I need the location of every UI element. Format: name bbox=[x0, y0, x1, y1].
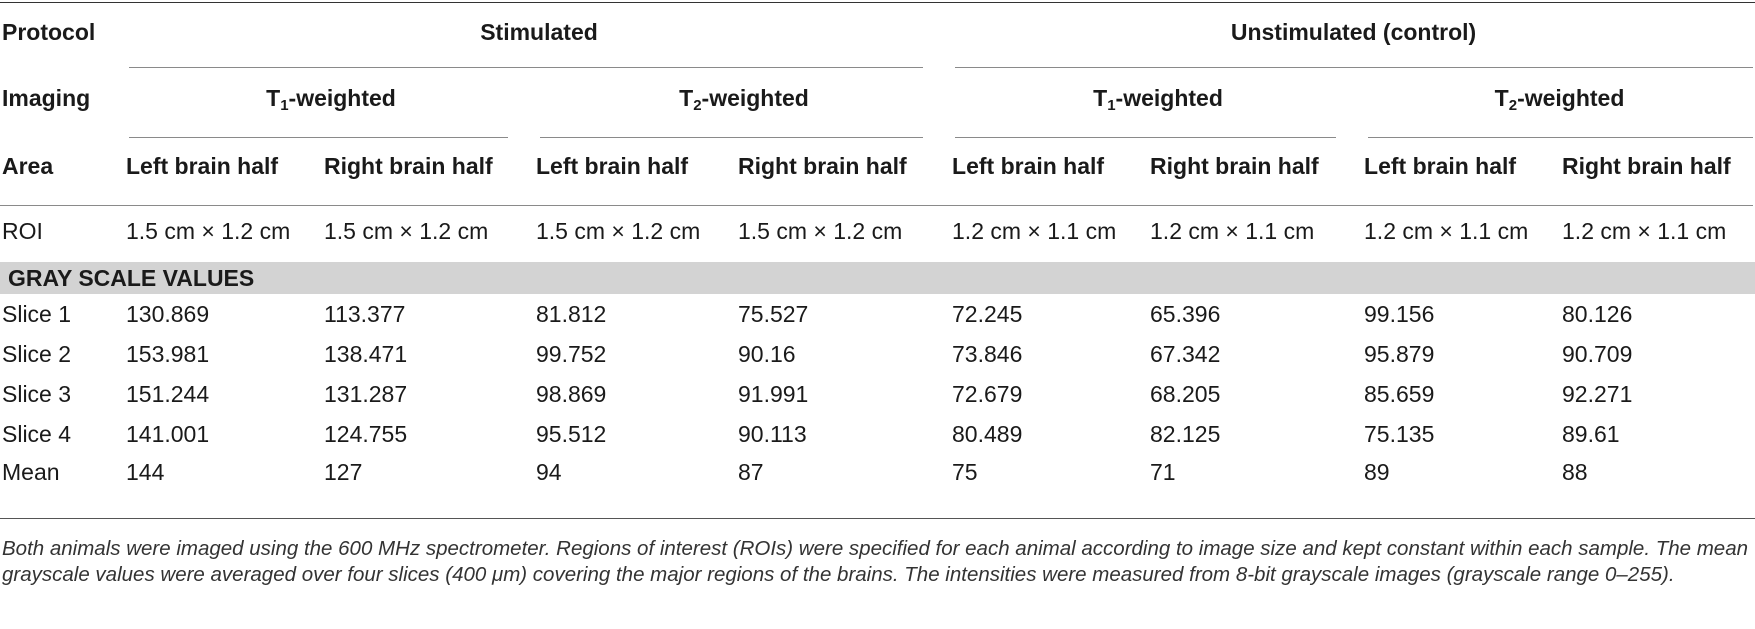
value-cell: 89.61 bbox=[1562, 420, 1620, 447]
value-cell: 141.001 bbox=[126, 420, 210, 447]
table-footnote: Both animals were imaged using the 600 M… bbox=[2, 537, 1749, 586]
imaging-ctrl-t2: T2-weighted bbox=[1494, 84, 1625, 114]
area-cell: Right brain half bbox=[738, 153, 907, 179]
roi-cell: 1.2 cm × 1.1 cm bbox=[1150, 218, 1315, 244]
group-stimulated: Stimulated bbox=[480, 18, 598, 45]
area-cell: Right brain half bbox=[324, 153, 493, 179]
unstimulated-underline bbox=[955, 67, 1753, 68]
table-bottom-rule bbox=[0, 518, 1755, 519]
value-cell: 91.991 bbox=[738, 380, 809, 407]
value-cell: 75.135 bbox=[1364, 420, 1435, 447]
value-cell: 90.16 bbox=[738, 340, 796, 367]
table-row: Slice 3 151.244 131.287 98.869 91.991 72… bbox=[0, 374, 1755, 414]
value-cell: 99.156 bbox=[1364, 300, 1435, 327]
table-top-rule bbox=[0, 2, 1755, 3]
value-cell: 85.659 bbox=[1364, 380, 1435, 407]
imaging-stim-t1: T1-weighted bbox=[266, 84, 396, 114]
value-cell: 82.125 bbox=[1150, 420, 1221, 447]
stim-t2-underline bbox=[540, 137, 923, 138]
value-cell: 75 bbox=[952, 459, 978, 485]
row-label: Slice 3 bbox=[2, 380, 72, 407]
value-cell: 144 bbox=[126, 459, 165, 485]
row-label: Slice 4 bbox=[2, 420, 72, 447]
value-cell: 80.489 bbox=[952, 420, 1023, 447]
stimulated-underline bbox=[129, 67, 923, 68]
row-label: Slice 2 bbox=[2, 340, 72, 367]
value-cell: 75.527 bbox=[738, 300, 809, 327]
imaging-row: Imaging T1-weighted T2-weighted T1-weigh… bbox=[0, 64, 1755, 132]
value-cell: 127 bbox=[324, 459, 363, 485]
stim-t1-underline bbox=[129, 137, 508, 138]
value-cell: 67.342 bbox=[1150, 340, 1221, 367]
imaging-label: Imaging bbox=[2, 84, 91, 111]
value-cell: 98.869 bbox=[536, 380, 607, 407]
imaging-ctrl-t1: T1-weighted bbox=[1093, 84, 1223, 114]
value-cell: 87 bbox=[738, 459, 764, 485]
area-cell: Left brain half bbox=[1364, 153, 1517, 179]
protocol-label: Protocol bbox=[2, 18, 96, 45]
value-cell: 65.396 bbox=[1150, 300, 1221, 327]
area-row: Area Left brain half Right brain half Le… bbox=[0, 132, 1755, 201]
row-label: Mean bbox=[2, 459, 60, 485]
roi-cell: 1.2 cm × 1.1 cm bbox=[1562, 218, 1727, 244]
value-cell: 90.709 bbox=[1562, 340, 1633, 367]
section-title: GRAY SCALE VALUES bbox=[0, 262, 1755, 294]
roi-cell: 1.5 cm × 1.2 cm bbox=[126, 218, 291, 244]
value-cell: 153.981 bbox=[126, 340, 210, 367]
value-cell: 95.879 bbox=[1364, 340, 1435, 367]
roi-cell: 1.2 cm × 1.1 cm bbox=[952, 218, 1117, 244]
value-cell: 113.377 bbox=[324, 300, 406, 327]
roi-row: ROI 1.5 cm × 1.2 cm 1.5 cm × 1.2 cm 1.5 … bbox=[0, 201, 1755, 262]
value-cell: 131.287 bbox=[324, 380, 408, 407]
value-cell: 151.244 bbox=[126, 380, 210, 407]
value-cell: 81.812 bbox=[536, 300, 607, 327]
table-row: Slice 2 153.981 138.471 99.752 90.16 73.… bbox=[0, 334, 1755, 374]
imaging-stim-t2: T2-weighted bbox=[679, 84, 809, 114]
roi-cell: 1.5 cm × 1.2 cm bbox=[738, 218, 903, 244]
protocol-row: Protocol Stimulated Unstimulated (contro… bbox=[0, 0, 1755, 64]
value-cell: 95.512 bbox=[536, 420, 607, 447]
area-cell: Right brain half bbox=[1150, 153, 1319, 179]
group-unstimulated: Unstimulated (control) bbox=[1230, 18, 1477, 45]
area-label: Area bbox=[2, 153, 54, 179]
value-cell: 72.245 bbox=[952, 300, 1023, 327]
area-cell: Left brain half bbox=[126, 153, 279, 179]
value-cell: 124.755 bbox=[324, 420, 408, 447]
header-bottom-rule bbox=[0, 205, 1753, 206]
gray-scale-table: Protocol Stimulated Unstimulated (contro… bbox=[0, 0, 1755, 491]
value-cell: 88 bbox=[1562, 459, 1588, 485]
value-cell: 94 bbox=[536, 459, 562, 485]
ctrl-t1-underline bbox=[955, 137, 1336, 138]
value-cell: 72.679 bbox=[952, 380, 1023, 407]
table-row: Mean 144 127 94 87 75 71 89 88 bbox=[0, 454, 1755, 491]
roi-cell: 1.5 cm × 1.2 cm bbox=[324, 218, 489, 244]
section-header-row: GRAY SCALE VALUES bbox=[0, 262, 1755, 294]
value-cell: 80.126 bbox=[1562, 300, 1633, 327]
area-cell: Left brain half bbox=[536, 153, 689, 179]
value-cell: 71 bbox=[1150, 459, 1176, 485]
roi-label: ROI bbox=[2, 218, 43, 244]
area-cell: Right brain half bbox=[1562, 153, 1731, 179]
ctrl-t2-underline bbox=[1368, 137, 1753, 138]
value-cell: 73.846 bbox=[952, 340, 1023, 367]
value-cell: 92.271 bbox=[1562, 380, 1633, 407]
value-cell: 138.471 bbox=[324, 340, 408, 367]
table-row: Slice 1 130.869 113.377 81.812 75.527 72… bbox=[0, 294, 1755, 334]
value-cell: 90.113 bbox=[738, 420, 807, 447]
value-cell: 99.752 bbox=[536, 340, 607, 367]
value-cell: 89 bbox=[1364, 459, 1390, 485]
value-cell: 130.869 bbox=[126, 300, 210, 327]
roi-cell: 1.2 cm × 1.1 cm bbox=[1364, 218, 1529, 244]
area-cell: Left brain half bbox=[952, 153, 1105, 179]
value-cell: 68.205 bbox=[1150, 380, 1221, 407]
table-row: Slice 4 141.001 124.755 95.512 90.113 80… bbox=[0, 414, 1755, 454]
roi-cell: 1.5 cm × 1.2 cm bbox=[536, 218, 701, 244]
row-label: Slice 1 bbox=[2, 300, 72, 327]
